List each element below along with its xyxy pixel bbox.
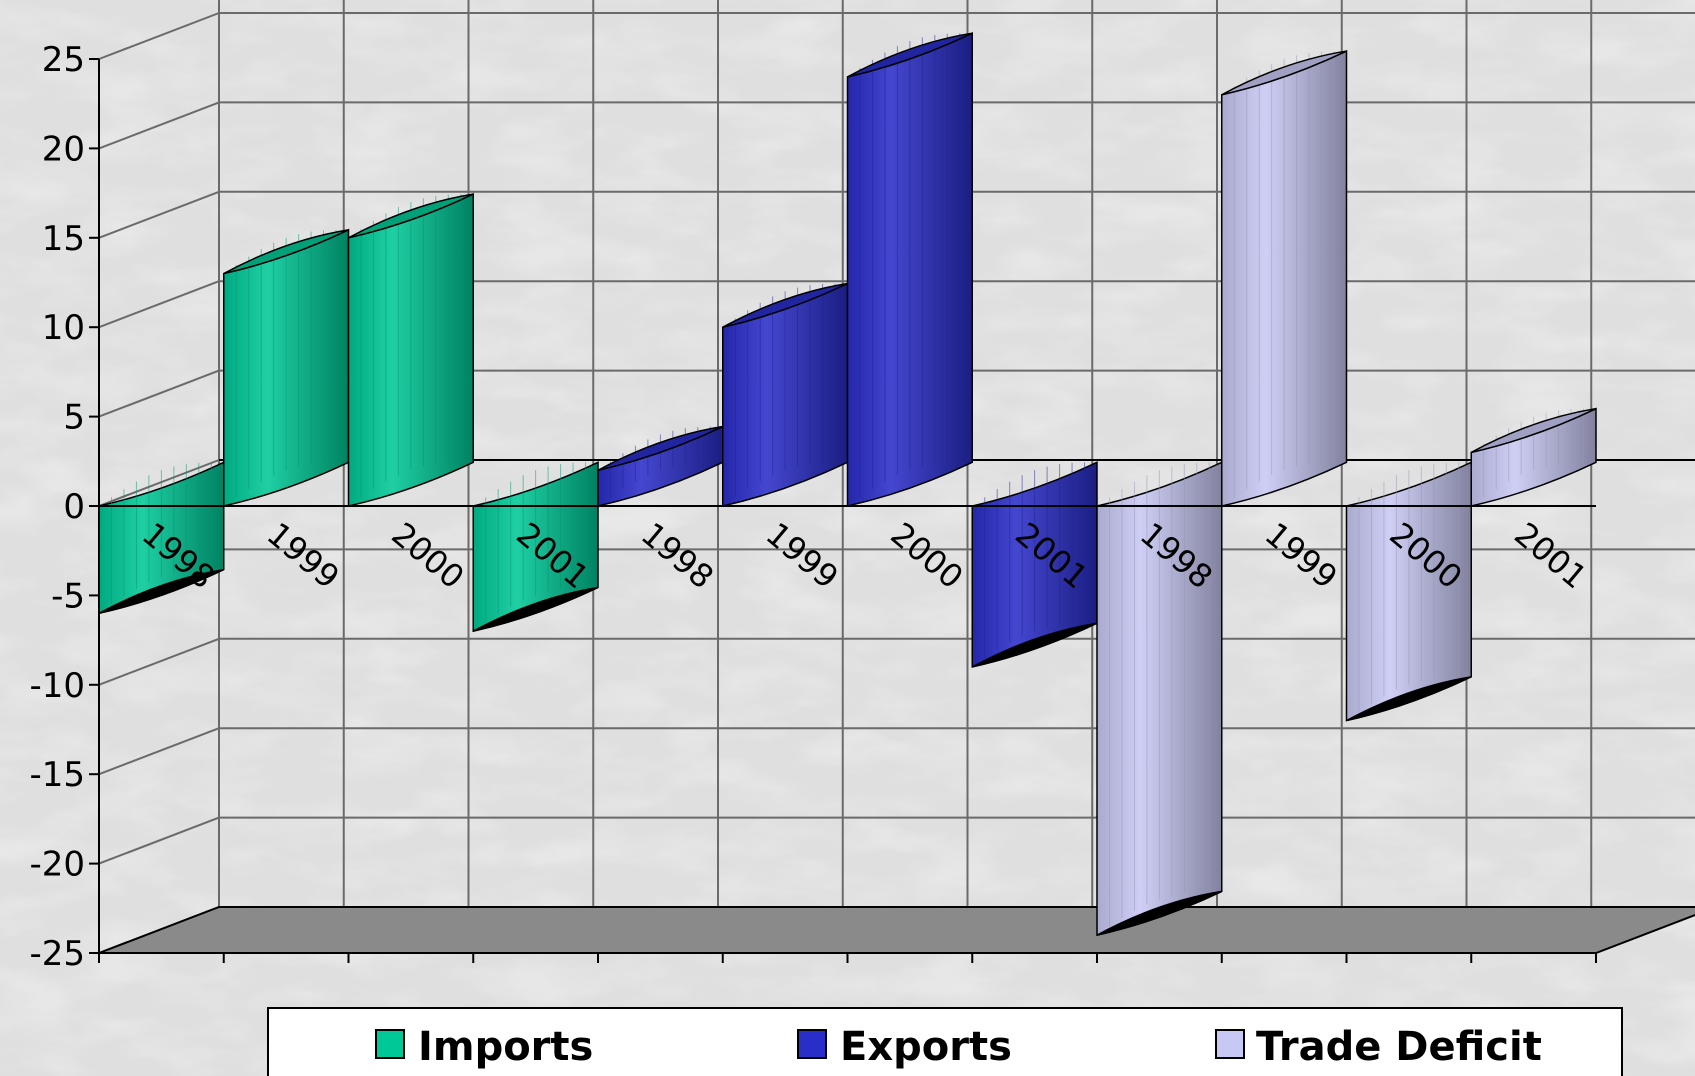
y-tick-label: 10 — [42, 308, 85, 348]
y-tick-label: -5 — [51, 576, 85, 616]
bar-imports-1998 — [98, 461, 225, 615]
side-gridline — [98, 190, 220, 239]
side-gridline — [98, 369, 220, 418]
bar-imports-2001 — [472, 461, 599, 633]
bar-exports-2000 — [846, 31, 973, 507]
bars — [98, 31, 1597, 937]
y-tick-label: 5 — [63, 398, 85, 438]
legend-label-trade-deficit: Trade Deficit — [1256, 1024, 1542, 1070]
y-tick-label: 0 — [63, 487, 85, 527]
bar-imports-1999-cap — [223, 229, 349, 275]
bar-trade-deficit-2000-cap — [1346, 676, 1472, 722]
y-tick-label: 15 — [42, 219, 85, 259]
legend-swatch-exports — [797, 1029, 827, 1059]
side-gridline — [98, 816, 220, 865]
side-gridline — [98, 637, 220, 686]
legend-swatch-trade-deficit — [1215, 1029, 1245, 1059]
y-tick-label: -25 — [29, 934, 85, 974]
bar-trade-deficit-2001 — [1470, 407, 1597, 507]
floor-plane — [98, 906, 1695, 954]
legend-label-imports: Imports — [418, 1024, 593, 1070]
y-axis: 25 20 15 10 5 0 -5 -10 -15 -20 -25 — [29, 40, 1597, 974]
bar-trade-deficit-2001-cap — [1470, 407, 1597, 454]
legend-label-exports: Exports — [840, 1024, 1012, 1070]
bar-imports-1998-cap — [98, 568, 225, 615]
y-tick-label: -10 — [29, 666, 85, 706]
bar-imports-2000-cap — [348, 193, 474, 239]
bar-exports-2000-cap — [847, 32, 973, 78]
side-gridline — [98, 101, 220, 150]
bar-imports-2000 — [347, 192, 474, 507]
side-gridline — [98, 12, 220, 60]
bar-exports-2001 — [971, 461, 1098, 668]
chart-floor — [98, 906, 1695, 954]
bar-imports-1999 — [223, 228, 350, 507]
y-tick-label: 20 — [42, 129, 85, 169]
side-gridline — [98, 280, 220, 329]
y-tick-label: -15 — [29, 755, 85, 795]
bar-trade-deficit-1998-cap — [1096, 890, 1223, 936]
legend: Imports Exports Trade Deficit — [267, 1007, 1623, 1076]
legend-swatch-imports — [375, 1029, 405, 1059]
bar-trade-deficit-2000 — [1345, 461, 1472, 722]
y-tick-label: -20 — [29, 845, 85, 885]
bar-trade-deficit-1999-cap — [1221, 50, 1347, 96]
legend-box — [267, 1007, 1623, 1076]
side-gridline — [98, 727, 220, 776]
bar-imports-2001-cap — [472, 586, 599, 632]
bar-trade-deficit-1998 — [1096, 461, 1223, 937]
y-tick-label: 25 — [42, 40, 85, 80]
bar-trade-deficit-1999 — [1221, 49, 1348, 507]
